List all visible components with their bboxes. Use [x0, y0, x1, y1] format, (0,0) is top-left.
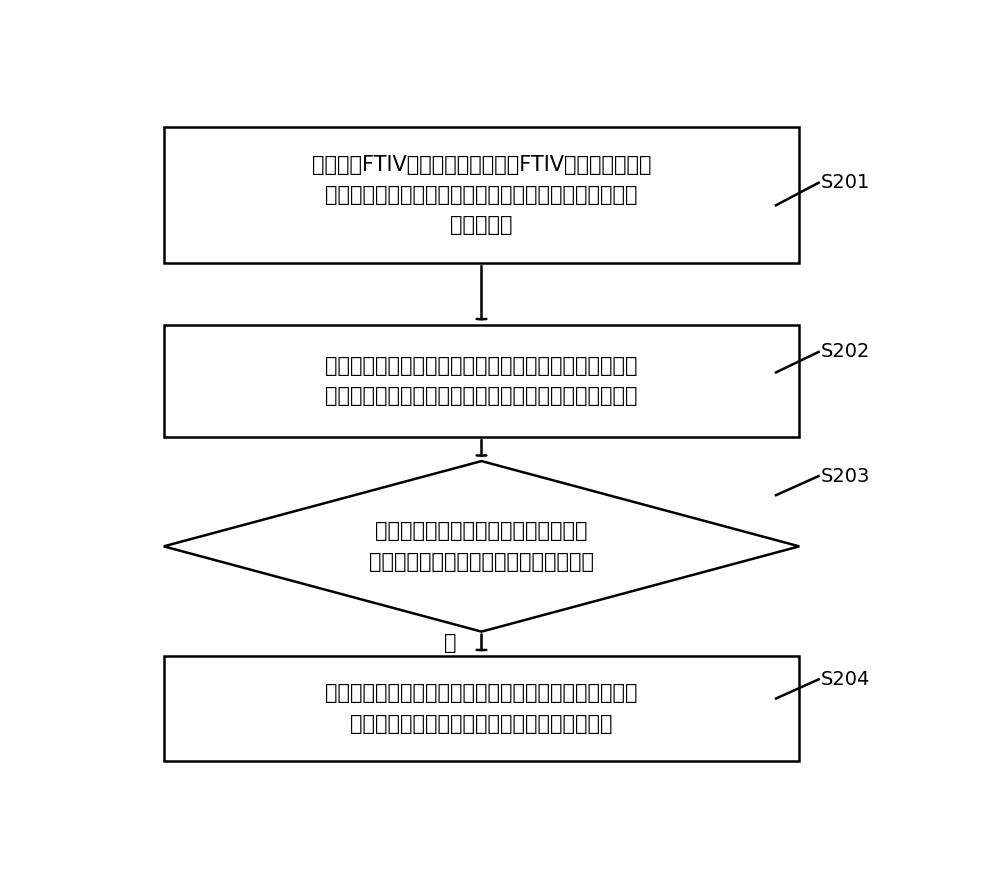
Text: 在监测到FTIV阀开启时，获得所述FTIV阀此次开启时由
压力油箱进入炭罐的油蒸气量，作为所述炭罐的油蒸气吸
附质量增量: 在监测到FTIV阀开启时，获得所述FTIV阀此次开启时由 压力油箱进入炭罐的油蒸…	[312, 155, 651, 236]
FancyBboxPatch shape	[164, 324, 799, 437]
Text: 控制发动机起动，并开启炭罐控制阀，对所述炭罐进行冲
洗脱附处理，以降低所述炭罐的油蒸气吸附负荷: 控制发动机起动，并开启炭罐控制阀，对所述炭罐进行冲 洗脱附处理，以降低所述炭罐的…	[325, 683, 638, 734]
Text: S201: S201	[821, 174, 870, 192]
FancyBboxPatch shape	[164, 656, 799, 761]
FancyBboxPatch shape	[164, 127, 799, 263]
Text: 将所述油蒸气吸附质量增量与所述炭罐中现存的油蒸气吸
附负荷相累积，得到所述炭罐当前实际的油蒸气吸附负荷: 将所述油蒸气吸附质量增量与所述炭罐中现存的油蒸气吸 附负荷相累积，得到所述炭罐当…	[325, 355, 638, 406]
Text: 根据所述炭罐当前实际的油蒸气吸附负
荷，判断所述炭罐的可吸附能力是否不足: 根据所述炭罐当前实际的油蒸气吸附负 荷，判断所述炭罐的可吸附能力是否不足	[369, 521, 594, 571]
Text: S202: S202	[821, 342, 870, 361]
Text: 是: 是	[444, 633, 457, 653]
Text: S203: S203	[821, 467, 870, 486]
Text: S204: S204	[821, 670, 870, 689]
Polygon shape	[164, 461, 799, 632]
